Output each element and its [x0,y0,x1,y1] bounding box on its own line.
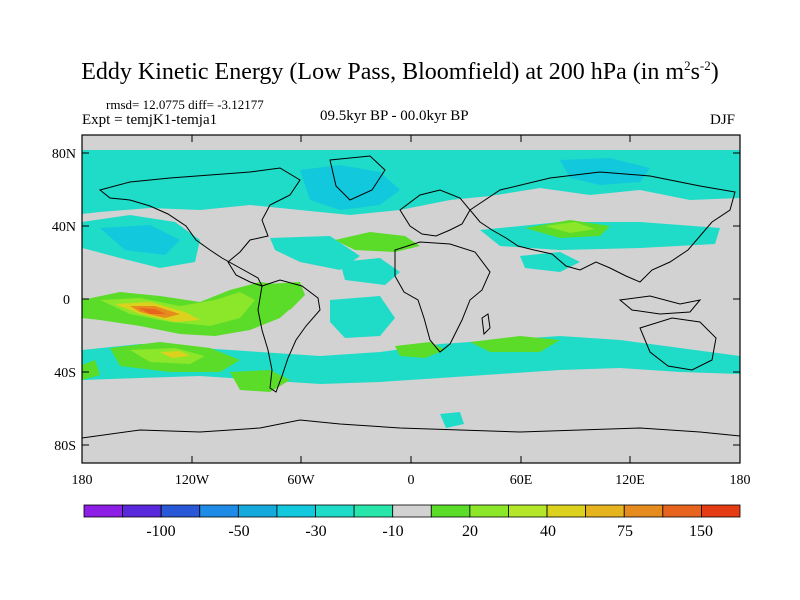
lat-tick-label: 0 [63,293,70,308]
colorbar-swatch [623,504,664,518]
colorbar-label: -100 [146,523,175,540]
chart-title: Eddy Kinetic Energy (Low Pass, Bloomfiel… [81,58,719,85]
atlantic-north-positive [335,232,420,252]
colorbar-swatch [122,504,162,518]
europe-outline [399,189,471,237]
colorbar-label: 40 [540,523,556,540]
colorbar-swatch [315,504,355,518]
south-pacific-lime [130,348,205,364]
lat-tick-label: 40S [54,366,76,381]
south-pacific-green-east [230,370,290,392]
colorbar-swatch [662,504,702,518]
africa-cyan-patch [340,258,400,285]
period-label: 09.5kyr BP - 00.0kyr BP [320,108,469,124]
africa-outline [394,241,491,353]
asia-north-deep [560,158,650,185]
colorbar-label: -30 [305,523,326,540]
south-america-outline [257,279,321,393]
atlantic-cyan-strip [270,236,360,270]
colorbar-swatch [546,504,587,518]
lon-tick-label: 180 [72,473,93,488]
colorbar [83,504,741,518]
asia-subtropical-lime [545,222,595,233]
lon-tick-label: 60W [287,473,315,488]
colorbar-swatch [469,504,509,518]
colorbar-label: 20 [462,523,478,540]
south-atlantic-green [395,342,445,358]
colorbar-swatch [160,504,201,518]
colorbar-swatch [237,504,278,518]
australia-outline [639,317,717,371]
south-pacific-green-west [82,360,100,380]
lon-tick-label: 180 [730,473,751,488]
colorbar-swatch [392,504,432,518]
rmsd-diff-stats: rmsd= 12.0775 diff= -3.12177 [106,97,264,112]
lon-axis [81,135,741,463]
greenland-outline [329,155,386,201]
colorbar-swatch [585,504,625,518]
lon-tick-label: 120W [175,473,210,488]
south-atlantic-cyan [330,296,395,338]
lat-tick-label: 40N [52,220,76,235]
colorbar-label: 75 [617,523,633,540]
north-america-outline [98,167,301,287]
lat-tick-label: 80N [52,147,76,162]
indian-cyan-patch [520,252,580,272]
season-label: DJF [710,112,736,128]
asia-outline [469,171,736,283]
colorbar-swatch [83,504,123,518]
tropical-pacific-lime [100,292,255,326]
madagascar-outline [481,313,491,336]
arctic-band-deep [300,165,400,210]
colorbar-swatch [508,504,548,518]
lat-tick-label: 80S [54,439,76,454]
south-america-positive [268,282,305,310]
map-field [82,135,740,463]
coastlines [82,155,740,439]
colorbar-swatch [701,504,741,518]
antarctic-cyan-patch [440,412,464,428]
colorbar-swatch [353,504,394,518]
antarctica-outline [82,419,740,439]
indonesia-outline [618,295,702,315]
colorbar-swatch [199,504,239,518]
colorbar-label: -10 [382,523,403,540]
colorbar-swatch [276,504,316,518]
lon-tick-label: 60E [510,473,533,488]
experiment-label: Expt = temjK1-temja1 [82,112,218,128]
tropical-pacific-redorange [138,308,166,314]
lat-axis [82,152,740,446]
south-pacific-yellow [160,351,190,358]
southern-indian-green [470,336,560,352]
colorbar-label: -50 [228,523,249,540]
colorbar-swatch [430,504,471,518]
north-pacific-deep [100,225,180,255]
colorbar-label: 150 [689,523,713,540]
lon-tick-label: 0 [408,473,415,488]
lon-tick-label: 120E [615,473,645,488]
